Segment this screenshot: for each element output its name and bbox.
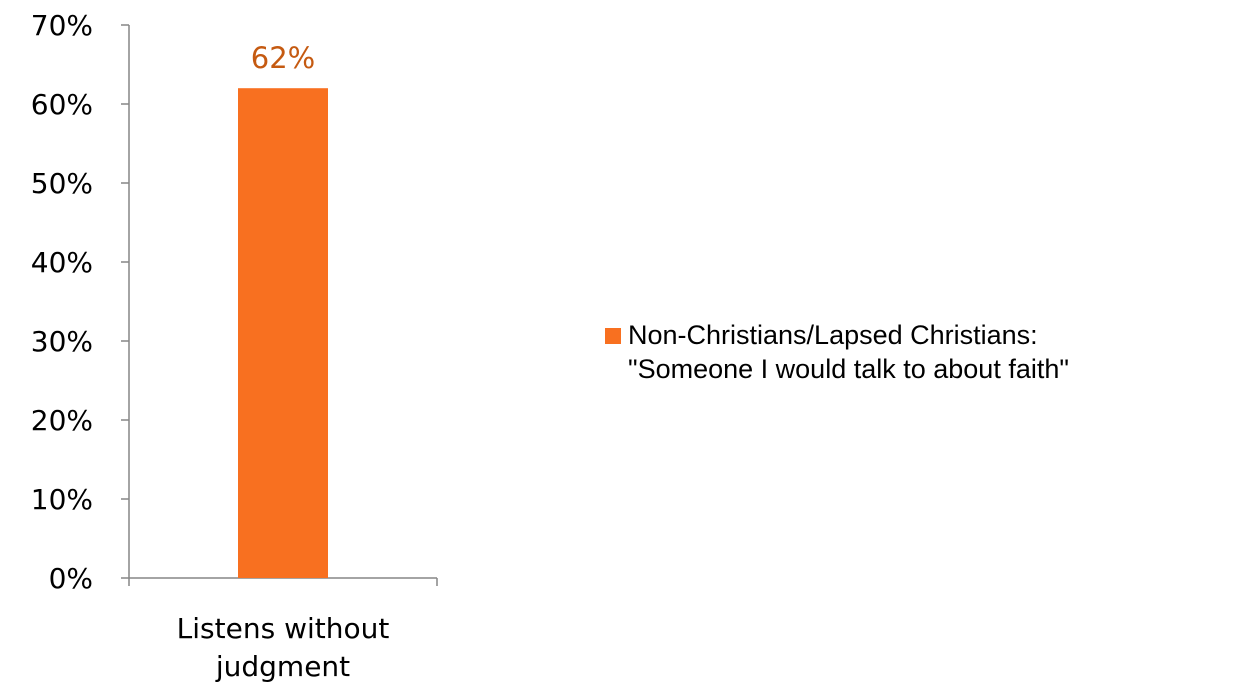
y-tick-label: 60% (31, 88, 93, 121)
bar (238, 88, 328, 578)
legend-entry-label-line: Non-Christians/Lapsed Christians: (628, 320, 1038, 350)
y-axis: 0% 10% 20% 30% 40% 50% 60% 70% (31, 9, 130, 595)
legend-swatch (605, 328, 621, 344)
y-tick-label: 0% (49, 562, 93, 595)
bar-data-label: 62% (251, 41, 315, 75)
legend-entry-label-line: "Someone I would talk to about faith" (628, 354, 1069, 384)
y-tick-label: 40% (31, 246, 93, 279)
x-category-label: Listens without judgment (177, 612, 390, 683)
x-axis: Listens without judgment (128, 577, 438, 683)
y-tick-label: 20% (31, 404, 93, 437)
y-tick-label: 10% (31, 483, 93, 516)
bar-series: 62% (238, 41, 328, 578)
y-tick-label: 30% (31, 325, 93, 358)
legend-entry-label: Non-Christians/Lapsed Christians: "Someon… (628, 320, 1069, 384)
y-tick-label: 70% (31, 9, 93, 42)
x-category-label-line: Listens without (177, 612, 390, 645)
y-tick-label: 50% (31, 167, 93, 200)
x-category-label-line: judgment (215, 650, 350, 683)
legend: Non-Christians/Lapsed Christians: "Someon… (605, 320, 1069, 384)
